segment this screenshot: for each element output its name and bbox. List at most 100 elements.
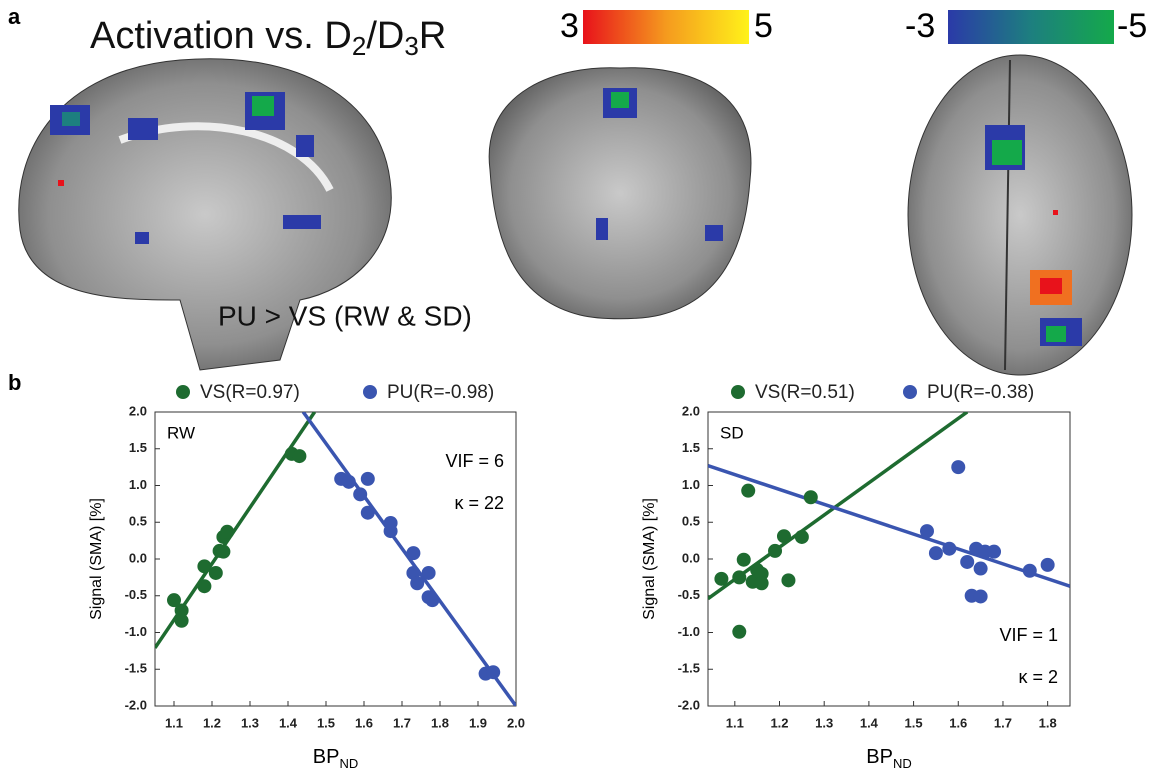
x-axis-label-sub: ND xyxy=(339,756,358,771)
y-tick-label: 1.5 xyxy=(129,440,147,455)
data-point xyxy=(342,475,356,489)
caption: PU > VS (RW & SD) xyxy=(218,300,472,331)
inset-label: SD xyxy=(720,423,744,442)
fit-line xyxy=(708,412,967,599)
y-tick-label: -2.0 xyxy=(678,697,700,712)
data-point xyxy=(410,576,424,590)
y-tick-label: -1.5 xyxy=(678,661,700,676)
legend-marker xyxy=(903,385,917,399)
x-axis-label-main: BP xyxy=(866,746,893,768)
y-tick-label: 0.0 xyxy=(682,550,700,565)
coronal-slice xyxy=(489,68,751,319)
y-tick-label: -2.0 xyxy=(125,697,147,712)
y-tick-label: 1.0 xyxy=(682,477,700,492)
x-tick-label: 1.6 xyxy=(949,715,967,730)
y-axis-label: Signal (SMA) [%] xyxy=(641,498,658,620)
x-tick-label: 1.2 xyxy=(203,715,221,730)
data-point xyxy=(741,484,755,498)
colorbar-label: 3 xyxy=(560,7,579,45)
colorbar-negative xyxy=(948,10,1114,44)
y-tick-label: -1.0 xyxy=(125,624,147,639)
data-point xyxy=(755,576,769,590)
data-point xyxy=(732,625,746,639)
data-point xyxy=(974,562,988,576)
y-tick-label: -1.0 xyxy=(678,624,700,639)
data-point xyxy=(220,525,234,539)
data-point xyxy=(1023,564,1037,578)
annotation: κ = 2 xyxy=(1018,667,1058,687)
panel-label: b xyxy=(8,370,21,395)
x-tick-label: 1.5 xyxy=(905,715,923,730)
data-point xyxy=(804,490,818,504)
x-tick-label: 1.9 xyxy=(469,715,487,730)
legend-marker xyxy=(731,385,745,399)
data-point xyxy=(209,566,223,580)
data-point xyxy=(216,545,230,559)
x-tick-label: 1.3 xyxy=(815,715,833,730)
y-tick-label: -0.5 xyxy=(678,587,700,602)
x-axis-label: BPND xyxy=(313,746,358,771)
x-tick-label: 1.6 xyxy=(355,715,373,730)
data-point xyxy=(425,593,439,607)
y-tick-label: 1.0 xyxy=(129,477,147,492)
data-point xyxy=(951,460,965,474)
data-point xyxy=(422,566,436,580)
x-axis-label-main: BP xyxy=(313,746,340,768)
legend-marker xyxy=(176,385,190,399)
data-point xyxy=(795,530,809,544)
data-point xyxy=(175,614,189,628)
legend-label: VS(R=0.51) xyxy=(755,382,855,403)
y-tick-label: 0.5 xyxy=(682,514,700,529)
data-point xyxy=(781,573,795,587)
data-point xyxy=(406,546,420,560)
panel-label: a xyxy=(8,4,21,29)
data-point xyxy=(768,544,782,558)
x-axis-label-sub: ND xyxy=(893,756,912,771)
data-point xyxy=(361,506,375,520)
x-tick-label: 1.4 xyxy=(279,715,298,730)
y-tick-label: 2.0 xyxy=(129,403,147,418)
y-tick-label: 0.0 xyxy=(129,550,147,565)
x-tick-label: 1.3 xyxy=(241,715,259,730)
annotation: κ = 22 xyxy=(454,493,504,513)
y-axis-label: Signal (SMA) [%] xyxy=(88,498,105,620)
data-point xyxy=(1041,558,1055,572)
x-tick-label: 1.8 xyxy=(1039,715,1057,730)
colorbar-label: 5 xyxy=(754,7,773,45)
colorbar-label: -3 xyxy=(905,7,935,45)
data-point xyxy=(361,472,375,486)
data-point xyxy=(942,542,956,556)
data-point xyxy=(974,589,988,603)
inset-label: RW xyxy=(167,423,195,442)
data-point xyxy=(486,665,500,679)
annotation: VIF = 6 xyxy=(445,451,504,471)
y-tick-label: -0.5 xyxy=(125,587,147,602)
data-point xyxy=(384,524,398,538)
data-point xyxy=(960,555,974,569)
annotation: VIF = 1 xyxy=(999,625,1058,645)
x-tick-label: 1.2 xyxy=(770,715,788,730)
data-point xyxy=(777,529,791,543)
y-tick-label: 2.0 xyxy=(682,403,700,418)
x-tick-label: 1.1 xyxy=(165,715,183,730)
title: Activation vs. D2/D3R xyxy=(90,15,446,61)
x-tick-label: 1.7 xyxy=(994,715,1012,730)
legend-marker xyxy=(363,385,377,399)
x-tick-label: 2.0 xyxy=(507,715,525,730)
legend-label: VS(R=0.97) xyxy=(200,382,300,403)
data-point xyxy=(714,572,728,586)
figure: a Activation vs. D2/D3R 3 5 -3 -5 PU > V… xyxy=(0,0,1155,774)
data-point xyxy=(197,579,211,593)
colorbar-positive xyxy=(583,10,749,44)
data-point xyxy=(920,524,934,538)
colorbar-label: -5 xyxy=(1117,7,1147,45)
x-axis-label: BPND xyxy=(866,746,911,771)
x-tick-label: 1.8 xyxy=(431,715,449,730)
axial-slice xyxy=(908,55,1132,375)
x-tick-label: 1.5 xyxy=(317,715,335,730)
data-point xyxy=(737,553,751,567)
legend-label: PU(R=-0.98) xyxy=(387,382,494,403)
data-point xyxy=(732,570,746,584)
x-tick-label: 1.1 xyxy=(726,715,744,730)
x-tick-label: 1.4 xyxy=(860,715,879,730)
